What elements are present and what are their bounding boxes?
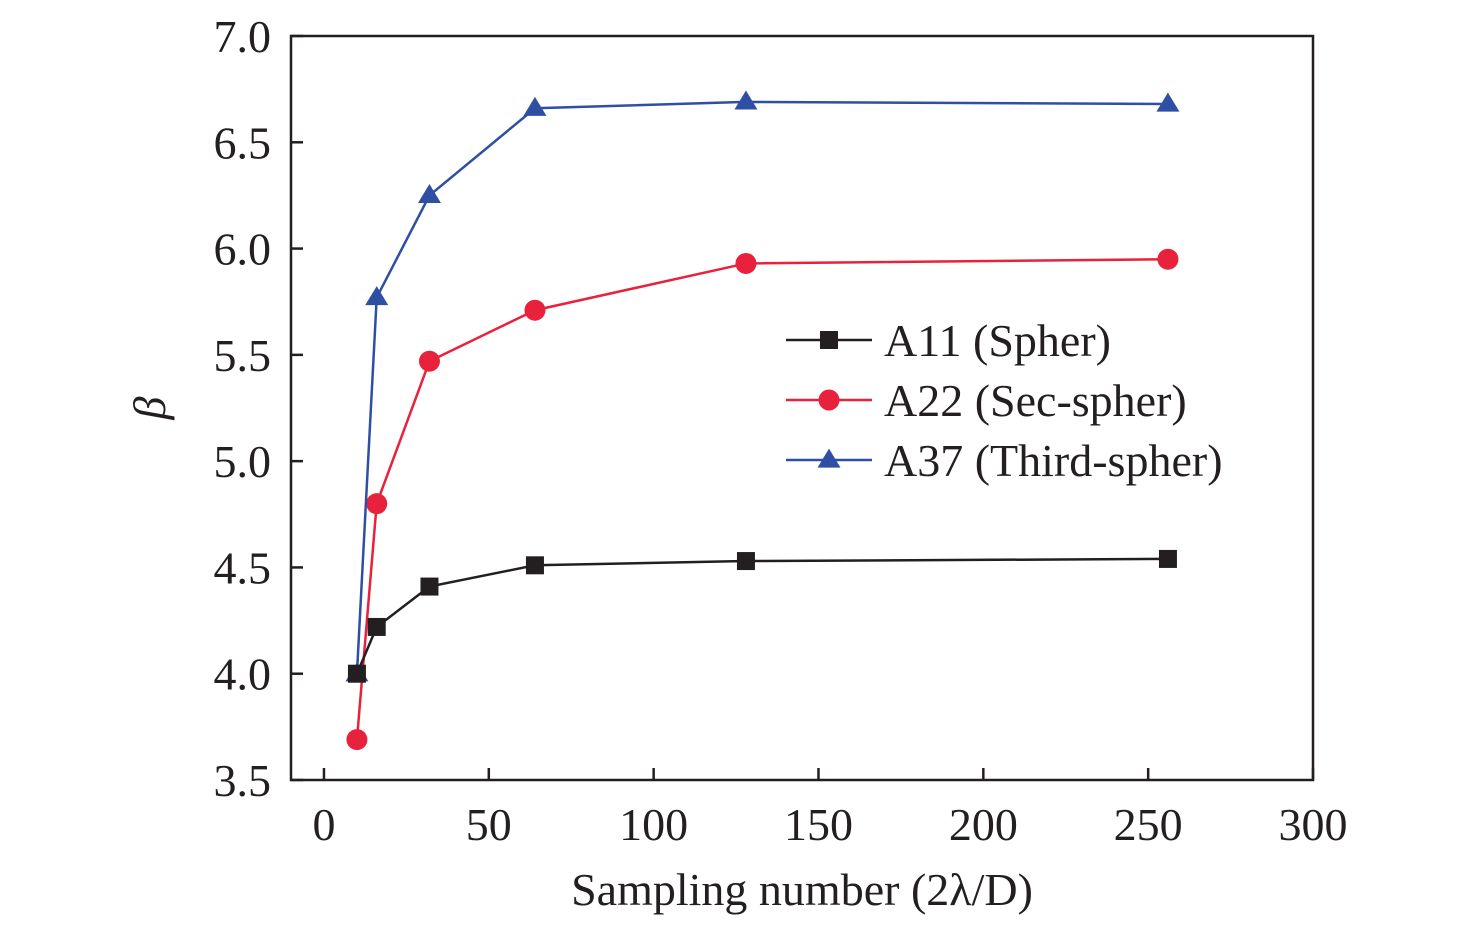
- y-tick-label: 4.5: [214, 542, 272, 593]
- data-point-square: [420, 577, 439, 596]
- plot-frame: [289, 34, 1315, 782]
- data-point-circle: [418, 350, 440, 372]
- legend-marker-square: [820, 331, 838, 349]
- y-tick-label: 3.5: [214, 755, 272, 806]
- legend-marker-circle: [818, 389, 840, 411]
- legend: A11 (Spher) A22 (Sec-spher) A37 (Third-sph…: [786, 315, 1223, 486]
- data-point-triangle: [365, 286, 389, 306]
- data-point-square: [525, 556, 544, 575]
- x-tick-label: 50: [466, 799, 512, 850]
- series-line: [355, 257, 1168, 740]
- ticks-layer: 0 50 100 150 200 250 300 3.5 4.0 4.5 5.0 5.5 6.0 6.5 7…: [214, 11, 1348, 850]
- x-tick-label: 150: [784, 799, 853, 850]
- y-tick-label: 5.0: [214, 436, 272, 487]
- data-point-circle: [346, 729, 368, 751]
- data-point-circle: [735, 252, 757, 274]
- y-tick-label: 5.5: [214, 330, 272, 381]
- y-tick-label: 7.0: [214, 11, 272, 62]
- x-tick-label: 250: [1114, 799, 1183, 850]
- x-tick-label: 0: [312, 799, 335, 850]
- legend-marker-triangle: [817, 448, 841, 468]
- data-point-square: [367, 617, 386, 636]
- x-tick-label: 100: [619, 799, 688, 850]
- series-circle: [346, 248, 1179, 751]
- data-point-triangle: [523, 96, 547, 116]
- data-point-circle: [1157, 248, 1179, 270]
- y-tick-label: 6.5: [214, 117, 272, 168]
- x-tick-label: 300: [1279, 799, 1348, 850]
- data-point-triangle: [734, 90, 758, 110]
- series-line: [355, 557, 1168, 675]
- y-tick-label: 6.0: [214, 224, 272, 275]
- series-square: [347, 549, 1177, 683]
- legend-label: A37 (Third-spher): [884, 435, 1223, 486]
- x-tick-label: 200: [949, 799, 1018, 850]
- series-line: [355, 100, 1168, 674]
- legend-label: A22 (Sec-spher): [884, 375, 1187, 426]
- data-point-circle: [366, 493, 388, 515]
- x-axis-label: Sampling number (2λ/D): [571, 864, 1033, 915]
- data-point-square: [347, 664, 366, 683]
- y-tick-label: 4.0: [214, 649, 272, 700]
- data-point-triangle: [417, 184, 441, 204]
- series-layer: [345, 90, 1180, 751]
- y-axis-label: β: [124, 396, 175, 420]
- data-point-triangle: [1156, 92, 1180, 112]
- data-point-square: [736, 552, 755, 571]
- data-point-circle: [524, 299, 546, 321]
- legend-label: A11 (Spher): [884, 315, 1111, 366]
- data-point-square: [1158, 549, 1177, 568]
